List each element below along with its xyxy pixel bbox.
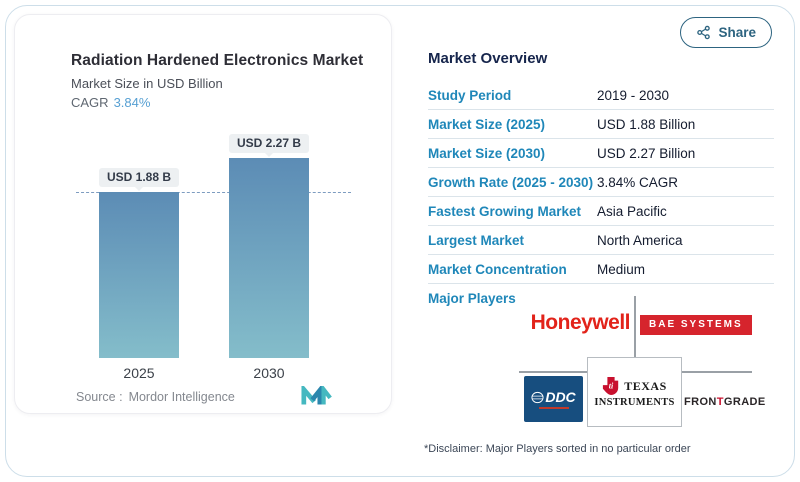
row-value: 2019 - 2030 — [597, 87, 670, 103]
chart-cagr: CAGR 3.84% — [71, 95, 379, 110]
ddc-tagline-bar — [538, 407, 569, 409]
ddc-logo: DDC — [524, 376, 583, 422]
frontgrade-logo: FRONTGRADE — [684, 396, 765, 408]
frontgrade-t: T — [716, 396, 724, 408]
table-row: Market Size (2030) USD 2.27 Billion — [428, 139, 774, 168]
cagr-label: CAGR — [71, 95, 109, 110]
x-axis-label-2025: 2025 — [123, 365, 155, 381]
bar-value-label-2030: USD 2.27 B — [229, 134, 309, 157]
market-size-chart-card: Radiation Hardened Electronics Market Ma… — [14, 14, 392, 414]
ddc-globe-icon — [531, 391, 544, 403]
share-button-label: Share — [718, 25, 756, 40]
ddc-wordmark: DDC — [545, 389, 576, 405]
row-value: Medium — [597, 261, 646, 277]
table-row: Study Period 2019 - 2030 — [428, 81, 774, 110]
row-value: North America — [597, 232, 683, 248]
frontgrade-pre: FRON — [684, 396, 717, 408]
row-label: Study Period — [428, 87, 512, 103]
table-row: Fastest Growing Market Asia Pacific — [428, 197, 774, 226]
ti-bug-icon: ti — [603, 377, 619, 395]
chart-header: Radiation Hardened Electronics Market Ma… — [71, 52, 379, 110]
row-value: 3.84% CAGR — [597, 174, 679, 190]
source-label: Source : — [76, 390, 123, 404]
row-label: Market Size (2025) — [428, 116, 546, 132]
players-disclaimer: *Disclaimer: Major Players sorted in no … — [424, 443, 691, 455]
row-value: USD 1.88 Billion — [597, 116, 696, 132]
share-icon — [697, 25, 711, 40]
row-label: Market Size (2030) — [428, 145, 546, 161]
bar-value-label-2025: USD 1.88 B — [99, 168, 179, 191]
table-row: Growth Rate (2025 - 2030) 3.84% CAGR — [428, 168, 774, 197]
source-name: Mordor Intelligence — [128, 390, 235, 404]
row-label: Fastest Growing Market — [428, 203, 582, 219]
ti-wordmark-line2: INSTRUMENTS — [594, 397, 675, 408]
cagr-value: 3.84% — [113, 95, 151, 110]
row-label: Growth Rate (2025 - 2030) — [428, 174, 594, 190]
mordor-intelligence-logo-icon — [301, 386, 332, 405]
row-value: USD 2.27 Billion — [597, 145, 696, 161]
chart-title: Radiation Hardened Electronics Market — [71, 52, 364, 69]
ti-wordmark-line1: TEXAS — [624, 378, 667, 393]
row-label: Market Concentration — [428, 261, 567, 277]
x-axis-label-2030: 2030 — [253, 365, 285, 381]
market-overview-table: Study Period 2019 - 2030 Market Size (202… — [428, 81, 774, 284]
bar-2030[interactable] — [229, 158, 309, 358]
bar-group-2030: USD 2.27 B — [229, 128, 309, 358]
bae-systems-logo: BAE SYSTEMS — [640, 315, 752, 335]
table-row: Market Size (2025) USD 1.88 Billion — [428, 110, 774, 139]
row-label: Largest Market — [428, 232, 525, 248]
texas-instruments-logo: ti TEXAS INSTRUMENTS — [587, 357, 682, 427]
reference-dashline — [76, 192, 351, 193]
bar-2025[interactable] — [99, 192, 179, 358]
major-players-label: Major Players — [428, 291, 516, 306]
table-row: Largest Market North America — [428, 226, 774, 255]
bar-chart: USD 1.88 B USD 2.27 B — [15, 128, 391, 358]
frontgrade-post: GRADE — [723, 396, 766, 408]
bar-group-2025: USD 1.88 B — [99, 128, 179, 358]
honeywell-logo: Honeywell — [530, 311, 631, 334]
share-button[interactable]: Share — [680, 17, 772, 48]
chart-subtitle: Market Size in USD Billion — [71, 76, 223, 91]
source-note: Source : Mordor Intelligence — [76, 390, 241, 404]
svg-text:ti: ti — [609, 382, 614, 391]
table-row: Market Concentration Medium — [428, 255, 774, 284]
row-value: Asia Pacific — [597, 203, 667, 219]
market-overview-title: Market Overview — [428, 50, 548, 67]
players-vertical-connector — [634, 296, 636, 372]
